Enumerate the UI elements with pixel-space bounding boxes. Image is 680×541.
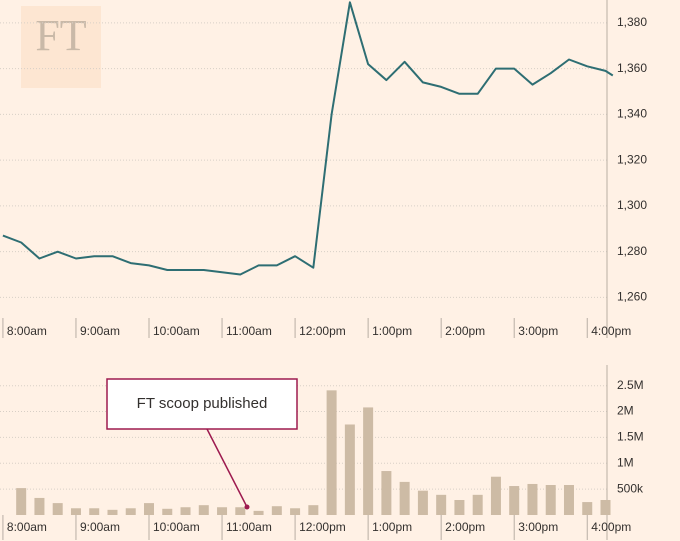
annotation-text: FT scoop published: [137, 395, 268, 412]
x-tick-label: 11:00am: [226, 520, 272, 534]
volume-bar: [217, 507, 228, 515]
volume-bar: [527, 483, 538, 515]
volume-bar: [490, 476, 501, 515]
annotation-pointer: [206, 428, 248, 508]
volume-bar: [198, 505, 209, 515]
volume-bar: [509, 486, 520, 515]
volume-bar: [344, 424, 355, 515]
y-tick-label: 1,300: [617, 198, 647, 212]
volume-bar: [180, 507, 191, 515]
volume-bar: [34, 497, 45, 515]
x-tick-label: 1:00pm: [372, 324, 412, 338]
volume-bar: [582, 502, 593, 515]
x-tick-label: 9:00am: [80, 520, 120, 534]
volume-bar: [253, 510, 264, 515]
annotation: FT scoop published: [106, 378, 298, 510]
volume-bar: [363, 407, 374, 515]
y-tick-label: 2M: [617, 404, 634, 418]
volume-bar: [308, 505, 319, 515]
y-tick-label: 500k: [617, 481, 644, 495]
volume-bar: [290, 508, 301, 515]
volume-bar: [271, 506, 282, 515]
volume-bar: [235, 507, 246, 515]
volume-bar: [545, 485, 556, 515]
x-tick-label: 12:00pm: [299, 324, 346, 338]
volume-bar: [381, 471, 392, 515]
volume-bar: [417, 490, 428, 515]
y-tick-label: 1.5M: [617, 430, 644, 444]
volume-bar: [399, 481, 410, 515]
volume-bar: [107, 509, 118, 515]
x-tick-label: 3:00pm: [518, 520, 558, 534]
x-tick-label: 10:00am: [153, 324, 200, 338]
y-tick-label: 1,360: [617, 61, 647, 75]
y-tick-label: 1M: [617, 455, 634, 469]
volume-bar: [144, 503, 155, 515]
logo-box: [21, 6, 101, 88]
volume-bar: [563, 485, 574, 515]
x-tick-label: 2:00pm: [445, 324, 485, 338]
x-tick-label: 2:00pm: [445, 520, 485, 534]
y-tick-label: 1,340: [617, 107, 647, 121]
volume-bar: [454, 500, 465, 515]
volume-bar: [16, 488, 27, 515]
x-tick-label: 3:00pm: [518, 324, 558, 338]
x-tick-label: 1:00pm: [372, 520, 412, 534]
x-tick-label: 8:00am: [7, 324, 47, 338]
logo: FT: [35, 11, 86, 60]
y-tick-label: 1,320: [617, 152, 647, 166]
y-tick-label: 1,260: [617, 290, 647, 304]
y-tick-label: 2.5M: [617, 378, 644, 392]
x-tick-label: 4:00pm: [591, 520, 631, 534]
x-tick-label: 12:00pm: [299, 520, 346, 534]
x-tick-label: 9:00am: [80, 324, 120, 338]
volume-bar: [162, 508, 173, 515]
volume-bar: [89, 508, 100, 515]
volume-bar: [326, 390, 337, 515]
volume-bar: [600, 500, 611, 515]
y-tick-label: 1,280: [617, 244, 647, 258]
volume-bar: [436, 494, 447, 515]
annotation-dot: [244, 504, 250, 510]
volume-bar: [52, 503, 63, 515]
price-line: [2, 1, 614, 276]
volume-bar: [472, 494, 483, 515]
x-tick-label: 10:00am: [153, 520, 200, 534]
volume-bar: [125, 508, 136, 515]
volume-bar: [70, 508, 81, 515]
annotation-box: [106, 378, 298, 430]
y-tick-label: 1,380: [617, 15, 647, 29]
x-tick-label: 4:00pm: [591, 324, 631, 338]
x-tick-label: 8:00am: [7, 520, 47, 534]
x-tick-label: 11:00am: [226, 324, 272, 338]
